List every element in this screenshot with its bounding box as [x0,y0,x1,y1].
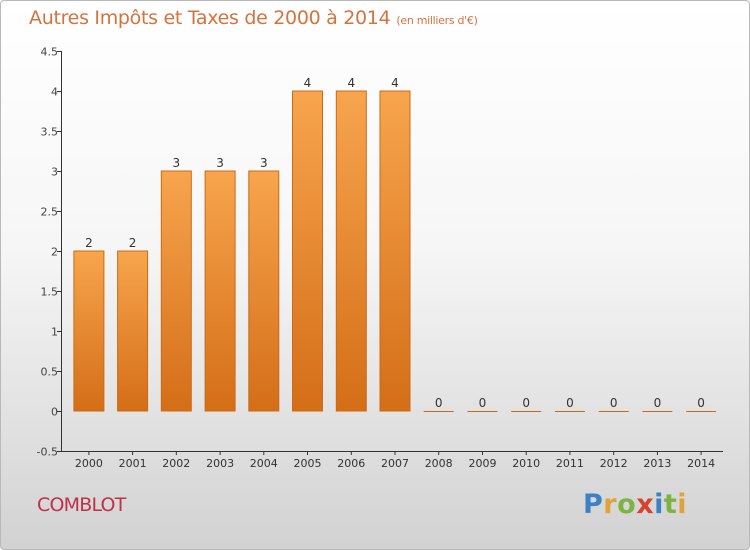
proxiti-logo[interactable]: Proxiti [583,489,687,520]
data-label-2012: 0 [610,396,618,410]
data-label-2005: 4 [304,76,312,90]
data-label-2004: 3 [260,156,268,170]
logo-letter: o [617,489,637,520]
y-tick-label: 3 [51,166,58,179]
bar-2002 [160,170,192,412]
bar-2003 [204,170,236,412]
data-label-2002: 3 [172,156,180,170]
x-tick-label-2006: 2006 [337,457,365,470]
bar-2008 [423,411,454,412]
y-tick-label: 0 [51,406,58,419]
x-tick-label-2014: 2014 [687,457,715,470]
bar-2010 [511,411,542,412]
bar-2007 [379,90,411,412]
chart-title: Autres Impôts et Taxes de 2000 à 2014 (en… [29,7,478,29]
y-tick-label: 1.5 [41,286,59,299]
y-tick-label: 3.5 [41,126,59,139]
y-tick-label: -0.5 [37,446,58,459]
logo-letter: x [636,489,655,520]
data-label-2011: 0 [566,396,574,410]
y-tick-label: 0.5 [41,366,59,379]
y-tick-label: 4 [51,86,58,99]
bar-2013 [642,411,673,412]
chart-bars [73,90,717,412]
bar-2000 [73,250,105,412]
data-label-2008: 0 [435,396,443,410]
y-tick-label: 2.5 [41,206,59,219]
bar-2009 [467,411,498,412]
data-label-2013: 0 [654,396,662,410]
bar-2005 [292,90,323,412]
chart-title-main: Autres Impôts et Taxes de 2000 à 2014 [29,7,391,29]
y-tick-label: 1 [51,326,58,339]
bar-2006 [335,90,367,412]
data-label-2006: 4 [347,76,355,90]
logo-letter: P [583,489,604,520]
data-label-2009: 0 [479,396,487,410]
x-tick-label-2011: 2011 [556,457,584,470]
x-tick-label-2010: 2010 [512,457,540,470]
data-label-2014: 0 [697,396,705,410]
x-tick-label-2004: 2004 [250,457,278,470]
x-tick-label-2005: 2005 [294,457,322,470]
bar-2004 [248,170,280,412]
logo-letter: i [654,489,664,520]
data-label-2000: 2 [85,236,93,250]
bar-2001 [117,250,149,412]
logo-letter: t [663,489,678,520]
logo-letter: r [603,489,618,520]
y-tick-label: 4.5 [41,46,59,59]
data-label-2003: 3 [216,156,224,170]
data-label-2007: 4 [391,76,399,90]
x-tick-label-2001: 2001 [119,457,147,470]
x-tick-label-2002: 2002 [162,457,190,470]
y-tick-label: 2 [51,246,58,259]
bar-2011 [554,411,585,412]
data-label-2010: 0 [522,396,530,410]
x-tick-label-2003: 2003 [206,457,234,470]
chart-labels: 2 2000 2 2001 3 2002 3 2003 3 2004 4 2005 4 2006 4 2007… [75,76,715,470]
x-tick-label-2013: 2013 [643,457,671,470]
bar-2014 [686,411,717,412]
x-tick-label-2008: 2008 [425,457,453,470]
data-label-2001: 2 [129,236,137,250]
x-tick-label-2007: 2007 [381,457,409,470]
logo-letter: i [677,489,688,520]
x-tick-label-2009: 2009 [469,457,497,470]
chart-title-unit: (en milliers d'€) [396,14,478,27]
x-tick-label-2000: 2000 [75,457,103,470]
commune-name: COMBLOT [37,494,126,516]
chart-axes: -0.5 0 0.5 1 1.5 2 2.5 3 3.5 4 4.5 [37,46,723,459]
x-tick-label-2012: 2012 [600,457,628,470]
bar-2012 [598,411,629,412]
